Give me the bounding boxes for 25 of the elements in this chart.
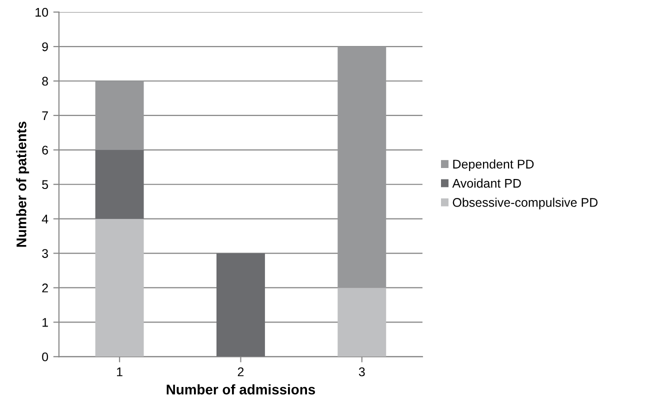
y-tick-label: 2 <box>42 284 48 292</box>
legend-label: Dependent PD <box>453 159 534 172</box>
y-tick-label: 5 <box>42 180 48 190</box>
y-axis-title: Number of patients <box>16 122 30 247</box>
y-tick-label: 7 <box>42 111 48 120</box>
bar <box>338 46 386 288</box>
x-axis-title: Number of admissions <box>166 384 316 394</box>
y-tick-label: 3 <box>42 249 48 258</box>
y-tick-label: 4 <box>42 214 48 224</box>
bar <box>95 81 144 150</box>
bar <box>216 253 265 357</box>
x-tick-label: 3 <box>358 367 365 376</box>
bar <box>338 288 386 357</box>
y-tick-label: 0 <box>42 352 48 362</box>
x-tick-label: 1 <box>117 368 122 376</box>
bar <box>95 218 144 357</box>
y-tick-label: 1 <box>42 318 48 327</box>
legend-label: Obsessive-compulsive PD <box>452 198 598 210</box>
y-tick-label: 9 <box>42 42 48 52</box>
legend-label: Avoidant PD <box>452 178 521 188</box>
x-tick-label: 2 <box>238 367 244 376</box>
y-tick-label: 8 <box>42 76 48 86</box>
bar <box>95 150 144 219</box>
y-tick-label: 10 <box>36 8 48 17</box>
y-tick-label: 6 <box>42 146 48 155</box>
